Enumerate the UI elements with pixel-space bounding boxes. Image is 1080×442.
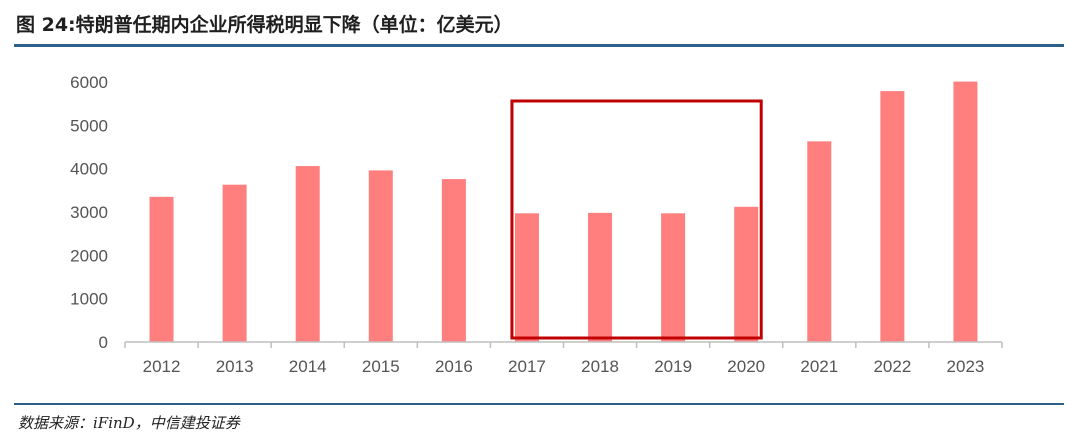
bar-2018 xyxy=(588,212,613,342)
x-tick-label: 2023 xyxy=(947,357,985,376)
x-tick-label: 2020 xyxy=(727,357,765,376)
y-tick-label: 0 xyxy=(99,333,108,352)
footer-divider xyxy=(14,403,1064,405)
y-tick-label: 1000 xyxy=(70,290,108,309)
bar-2015 xyxy=(368,170,393,342)
chart-title: 图 24:特朗普任期内企业所得税明显下降（单位：亿美元） xyxy=(16,14,513,36)
bar-2013 xyxy=(222,184,247,342)
x-tick-label: 2013 xyxy=(216,357,254,376)
y-tick-label: 3000 xyxy=(70,203,108,222)
x-tick-label: 2012 xyxy=(143,357,181,376)
x-tick-label: 2018 xyxy=(581,357,619,376)
x-tick-label: 2015 xyxy=(362,357,400,376)
bar-2016 xyxy=(441,179,466,342)
bar-2023 xyxy=(953,81,978,343)
y-tick-label: 6000 xyxy=(70,73,108,92)
y-tick-label: 5000 xyxy=(70,116,108,135)
y-tick-label: 2000 xyxy=(70,246,108,265)
x-tick-label: 2014 xyxy=(289,357,327,376)
bar-2012 xyxy=(149,196,174,342)
bar-2019 xyxy=(661,213,686,342)
bar-2014 xyxy=(295,166,320,342)
y-tick-label: 4000 xyxy=(70,160,108,179)
highlight-box xyxy=(510,99,763,340)
x-tick-label: 2016 xyxy=(435,357,473,376)
title-divider xyxy=(14,44,1064,47)
bar-2022 xyxy=(880,91,905,342)
x-tick-label: 2019 xyxy=(654,357,692,376)
x-tick-label: 2017 xyxy=(508,357,546,376)
source-note: 数据来源：iFinD，中信建投证券 xyxy=(18,414,240,432)
bar-2017 xyxy=(514,213,539,342)
bar-2021 xyxy=(807,141,832,342)
bar-2020 xyxy=(734,206,759,342)
x-tick-label: 2021 xyxy=(800,357,838,376)
x-tick-label: 2022 xyxy=(873,357,911,376)
